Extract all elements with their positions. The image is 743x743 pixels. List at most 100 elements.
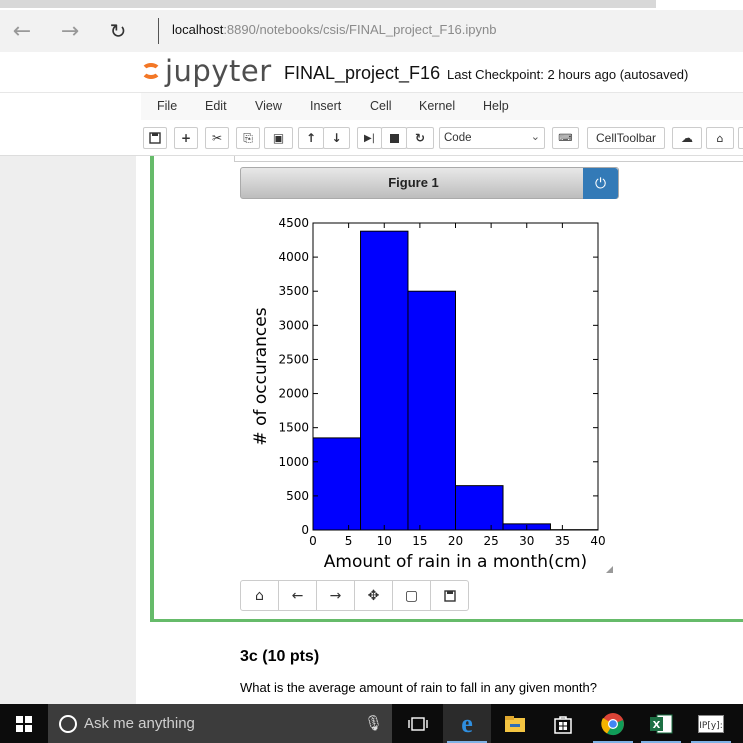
- checkpoint-status: Last Checkpoint: 2 hours ago (autosaved): [447, 67, 689, 82]
- notebook-page: Figure 1 ⏻ 0 500 1000 1500 2000 2500 3000 3500 4…: [0, 156, 743, 704]
- search-placeholder: Ask me anything: [84, 715, 195, 732]
- x-axis-label: Amount of rain in a month(cm): [324, 552, 587, 572]
- refresh-icon[interactable]: ↻: [109, 19, 127, 43]
- svg-text:IP[y]:: IP[y]:: [699, 721, 722, 731]
- section-heading: 3c (10 pts): [240, 648, 320, 665]
- menu-kernel[interactable]: Kernel: [419, 99, 456, 113]
- cloud-upload-icon[interactable]: ☁: [672, 127, 702, 149]
- x-tick-label: 5: [345, 534, 353, 548]
- menu-help[interactable]: Help: [483, 99, 509, 113]
- forward-arrow-icon[interactable]: →: [60, 18, 80, 44]
- notebook-title[interactable]: FINAL_project_F16: [284, 63, 441, 83]
- menu-cell[interactable]: Cell: [370, 99, 392, 113]
- run-icon[interactable]: ▶|: [357, 127, 382, 149]
- edge-browser-icon[interactable]: e: [443, 704, 491, 743]
- cut-icon[interactable]: ✂: [205, 127, 229, 149]
- y-tick-label: 1500: [278, 421, 309, 435]
- jupyter-logo[interactable]: jupyter: [141, 54, 272, 88]
- gift-icon[interactable]: ⌂: [706, 127, 734, 149]
- home-icon[interactable]: ⌂: [240, 580, 279, 611]
- notebook-toolbar: + ✂ ⎘ ▣ ↑ ↓ ▶| ↻ Code ⌄ ⌨ CellToolbar ☁ …: [0, 120, 743, 156]
- cell-type-select[interactable]: Code ⌄: [439, 127, 545, 149]
- copy-icon[interactable]: ⎘: [236, 127, 260, 149]
- pan-icon[interactable]: ✥: [354, 580, 393, 611]
- svg-text:X: X: [653, 720, 661, 731]
- zoom-rect-icon[interactable]: ▢: [392, 580, 431, 611]
- figure-title: Figure 1: [388, 175, 439, 190]
- x-tick-label: 30: [519, 534, 534, 548]
- histogram-bar: [360, 230, 409, 531]
- bar-group: [312, 230, 599, 531]
- save-figure-icon[interactable]: [430, 580, 469, 611]
- windows-taskbar: Ask me anything 🎙 e X IP[y]:: [0, 704, 743, 743]
- back-icon[interactable]: ←: [278, 580, 317, 611]
- figure-nav-toolbar: ⌂ ← → ✥ ▢: [240, 580, 469, 611]
- store-icon[interactable]: [539, 704, 587, 743]
- chevron-down-icon: ⌄: [530, 131, 540, 143]
- histogram-bar: [455, 485, 504, 531]
- x-tick-label: 20: [448, 534, 463, 548]
- cell-type-value: Code: [444, 132, 472, 144]
- y-tick-label: 4000: [278, 250, 309, 264]
- menubar: File Edit View Insert Cell Kernel Help: [0, 92, 743, 120]
- windows-logo-icon: [16, 715, 32, 732]
- y-tick-label: 3500: [278, 284, 309, 298]
- url-path: :8890/notebooks/csis/FINAL_project_F16.i…: [223, 22, 497, 37]
- histogram-chart: 0 500 1000 1500 2000 2500 3000 3500 4000 4500 0 5 1…: [251, 216, 606, 572]
- jupyter-logo-icon: [141, 61, 161, 81]
- ipython-icon[interactable]: IP[y]:: [687, 704, 735, 743]
- y-tick-label: 2500: [278, 352, 309, 366]
- menu-view[interactable]: View: [255, 99, 282, 113]
- histogram-bar: [312, 437, 362, 531]
- url-host: localhost: [172, 22, 224, 37]
- add-cell-icon[interactable]: +: [174, 127, 198, 149]
- y-axis-label: # of occurances: [251, 307, 271, 445]
- stop-icon[interactable]: [381, 127, 407, 149]
- browser-tab-strip: [0, 0, 743, 10]
- y-axis-ticks: 0 500 1000 1500 2000 2500 3000 3500 4000 4500: [278, 216, 598, 537]
- move-down-icon[interactable]: ↓: [323, 127, 350, 149]
- forward-icon[interactable]: →: [316, 580, 355, 611]
- jupyter-logo-text: jupyter: [165, 54, 272, 88]
- microphone-icon[interactable]: 🎙: [364, 714, 384, 732]
- y-tick-label: 500: [286, 489, 309, 503]
- url-field[interactable]: localhost:8890/notebooks/csis/FINAL_proj…: [172, 22, 496, 37]
- figure-resize-handle[interactable]: [606, 566, 613, 573]
- menu-insert[interactable]: Insert: [310, 99, 342, 113]
- y-tick-label: 1000: [278, 455, 309, 469]
- jupyter-header: jupyter FINAL_project_F16 Last Checkpoin…: [0, 52, 743, 92]
- x-tick-label: 40: [590, 534, 605, 548]
- back-arrow-icon[interactable]: ←: [12, 18, 32, 44]
- selected-cell-indicator: [150, 156, 154, 622]
- histogram-bar: [407, 290, 457, 531]
- cortana-icon: [59, 715, 77, 733]
- question-text: What is the average amount of rain to fa…: [240, 680, 597, 695]
- browser-address-bar: ← → ↻ localhost:8890/notebooks/csis/FINA…: [0, 10, 743, 52]
- move-up-icon[interactable]: ↑: [298, 127, 324, 149]
- y-tick-label: 2000: [278, 387, 309, 401]
- keyboard-icon[interactable]: ⌨: [552, 127, 579, 149]
- x-tick-label: 10: [377, 534, 392, 548]
- paste-icon[interactable]: ▣: [264, 127, 293, 149]
- file-explorer-icon[interactable]: [491, 704, 539, 743]
- cortana-search[interactable]: Ask me anything 🎙: [48, 704, 392, 743]
- excel-icon[interactable]: X: [637, 704, 685, 743]
- save-icon[interactable]: [143, 127, 167, 149]
- task-view-icon[interactable]: [394, 704, 442, 743]
- y-tick-label: 0: [301, 523, 309, 537]
- menu-edit[interactable]: Edit: [205, 99, 227, 113]
- celltoolbar-button[interactable]: CellToolbar: [587, 127, 665, 149]
- y-tick-label: 4500: [278, 216, 309, 230]
- x-tick-label: 35: [555, 534, 570, 548]
- restart-icon[interactable]: ↻: [406, 127, 434, 149]
- power-icon[interactable]: ⏻: [583, 168, 618, 199]
- start-button[interactable]: [0, 704, 48, 743]
- tab-bar: [0, 0, 656, 8]
- y-tick-label: 3000: [278, 318, 309, 332]
- chrome-icon[interactable]: [589, 704, 637, 743]
- x-tick-label: 15: [412, 534, 427, 548]
- menu-file[interactable]: File: [157, 99, 178, 113]
- toolbar-overflow[interactable]: [738, 127, 743, 149]
- x-tick-label: 25: [483, 534, 498, 548]
